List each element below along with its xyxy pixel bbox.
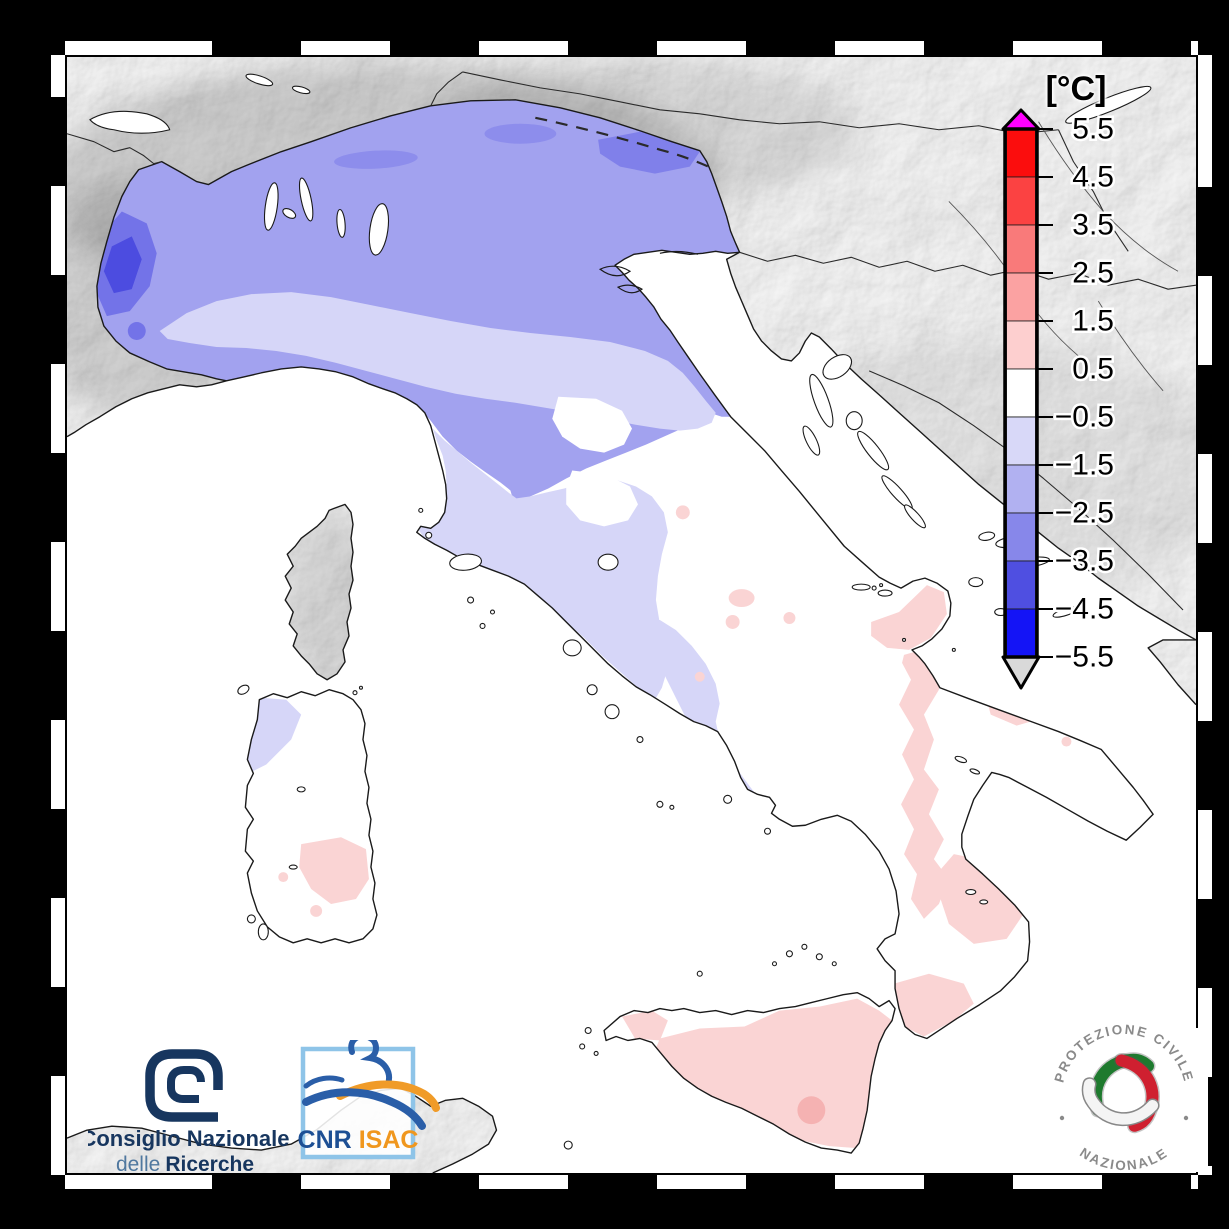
island-asinara xyxy=(237,684,250,695)
lake-trasimeno xyxy=(597,553,619,571)
isac-swirl-icon xyxy=(302,1040,440,1130)
colorbar-tick-label: 0.5 xyxy=(1072,353,1114,386)
anomaly-positive-strong-sicily-se xyxy=(797,1096,826,1125)
frame-ticks-bottom xyxy=(65,1175,1198,1189)
colorbar-tick-label: 3.5 xyxy=(1072,209,1114,242)
anomaly-positive-spot xyxy=(675,505,690,520)
colorbar-segment xyxy=(1006,272,1036,322)
island-mljet xyxy=(1052,606,1079,618)
colorbar: 5.5 4.5 3.5 2.5 1.5 0.5 −0.5 −1.5 −2.5 −3.5 −4.5 −5… xyxy=(1001,108,1117,690)
colorbar-segment xyxy=(1006,128,1036,178)
colorbar-segment xyxy=(1006,416,1036,466)
cnr-isac-logo: CNR ISAC xyxy=(298,1040,440,1160)
colorbar-tick-label: 5.5 xyxy=(1072,113,1114,146)
colorbar-tick-label: 4.5 xyxy=(1072,161,1114,194)
colorbar-tick-label: 2.5 xyxy=(1072,257,1114,290)
colorbar-segment xyxy=(1006,368,1036,418)
colorbar-segment xyxy=(1006,320,1036,370)
colorbar-segment xyxy=(1006,224,1036,274)
colorbar-tick-label: 1.5 xyxy=(1072,305,1114,338)
france-coast xyxy=(67,380,227,438)
cnr-logo: Consiglio Nazionale delle Ricerche xyxy=(88,1049,290,1176)
colorbar-segment xyxy=(1006,176,1036,226)
anomaly-positive-spot xyxy=(278,872,289,883)
frame-ticks-left xyxy=(51,55,65,1175)
anomaly-neutral-patch xyxy=(552,396,632,453)
lake-geneva xyxy=(89,110,171,134)
island-krk xyxy=(822,354,853,380)
anomaly-strongest-west-alps xyxy=(103,236,142,294)
island-ponza xyxy=(656,800,664,808)
anomaly-positive-spot xyxy=(728,589,755,608)
anomaly-strong-dolomites xyxy=(484,123,557,144)
colorbar-arrow-above xyxy=(1001,108,1041,131)
isac-logo-text: CNR ISAC xyxy=(298,1126,419,1154)
lake-bolsena xyxy=(562,639,582,657)
island-ischia xyxy=(723,794,733,804)
triskelion-icon xyxy=(1081,1052,1160,1134)
colorbar-frame xyxy=(1003,127,1039,659)
lake-garda xyxy=(368,203,390,256)
colorbar-tick-label: −2.5 xyxy=(1055,497,1114,530)
colorbar-title: [°C] xyxy=(1045,70,1107,108)
island-pag xyxy=(857,430,890,471)
colorbar-segment xyxy=(1006,512,1036,562)
cnr-mark-icon xyxy=(145,1049,223,1122)
lake-como xyxy=(298,177,314,222)
lake-bracciano xyxy=(604,704,620,720)
anomaly-neutral-patch xyxy=(566,470,638,527)
lakes xyxy=(89,73,1152,905)
anomaly-positive-sicily xyxy=(654,998,893,1149)
lake-iseo xyxy=(336,208,346,238)
protezione-civile-box xyxy=(1040,1028,1208,1172)
balkan-coast xyxy=(725,251,1196,641)
dot-icon xyxy=(1059,1115,1065,1121)
anomaly-strong-spot xyxy=(127,322,146,340)
anomaly-positive-gargano xyxy=(871,585,947,650)
colorbar-segment xyxy=(1006,560,1036,610)
colorbar-tick-label: −0.5 xyxy=(1055,401,1114,434)
cnr-logo-line2: delle Ricerche xyxy=(116,1153,254,1176)
anomaly-positive-apennine-strip xyxy=(899,647,949,919)
colorbar-tick-label: −3.5 xyxy=(1055,545,1114,578)
island-cres xyxy=(809,373,834,428)
colorbar-tick-label: −4.5 xyxy=(1055,593,1114,626)
colorbar-tick-label: −5.5 xyxy=(1055,641,1114,674)
anomaly-positive-spot xyxy=(310,904,323,917)
dot-icon xyxy=(1183,1115,1189,1121)
cnr-logo-line1: Consiglio Nazionale xyxy=(88,1126,290,1151)
colorbar-segment xyxy=(1006,464,1036,514)
frame-ticks-top xyxy=(65,41,1198,55)
anomaly-strong-valtellina xyxy=(334,150,418,169)
protezione-civile-logo: PROTEZIONE CIVILE NAZIONALE xyxy=(1040,1024,1208,1173)
anomaly-positive-spot xyxy=(1061,736,1072,747)
lagoons xyxy=(598,250,698,294)
lake-balaton xyxy=(1065,85,1152,124)
island-capri xyxy=(763,827,772,835)
anomaly-positive-sicily-west xyxy=(622,1010,668,1041)
colorbar-segment xyxy=(1006,608,1036,658)
anomaly-positive-spot xyxy=(725,615,740,629)
montenegro-coast xyxy=(1147,639,1196,706)
anomaly-positive-sardinia-south xyxy=(299,837,369,904)
colorbar-arrow-below xyxy=(1001,655,1041,690)
anomaly-positive-spot xyxy=(783,612,796,624)
island-elba xyxy=(449,553,483,571)
colorbar-tick-label: −1.5 xyxy=(1055,449,1114,482)
anomaly-positive-spot xyxy=(694,671,705,682)
frame-ticks-right xyxy=(1198,55,1212,1175)
island-pantelleria xyxy=(563,1140,573,1150)
lake-maggiore xyxy=(263,182,279,231)
anomaly-weak-po-plain xyxy=(159,292,716,431)
